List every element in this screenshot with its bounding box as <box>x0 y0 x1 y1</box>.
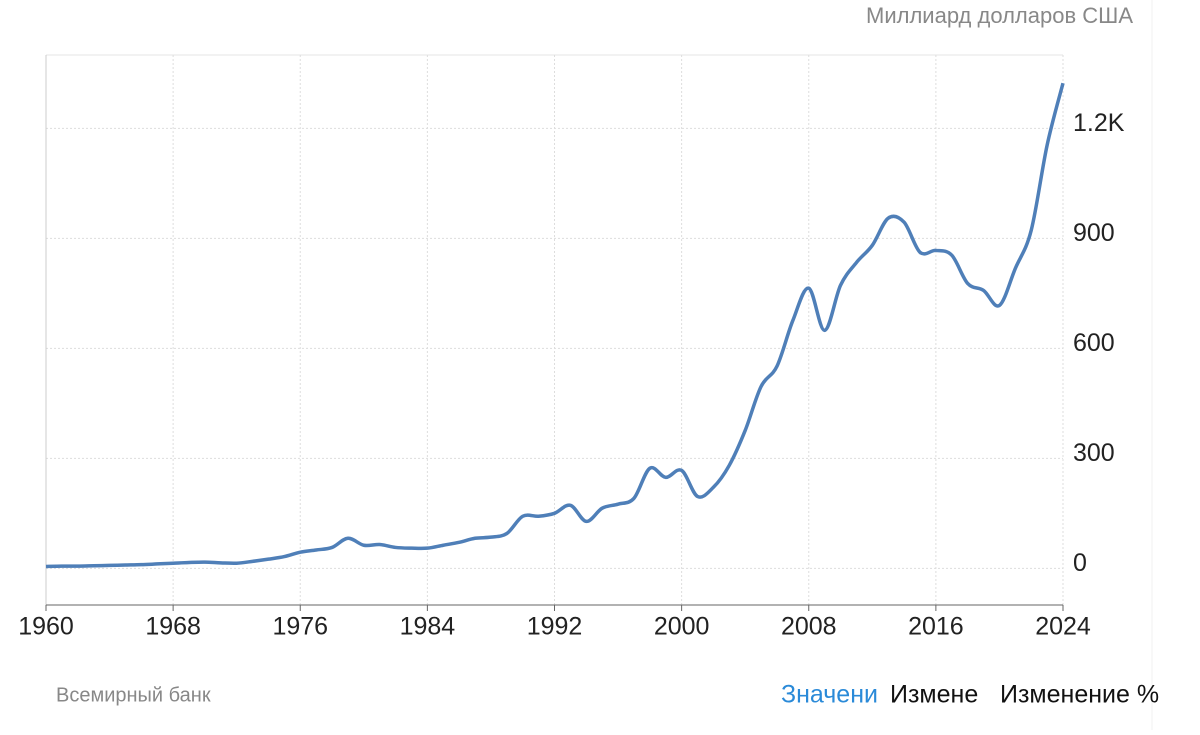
x-tick-label: 1976 <box>272 613 328 641</box>
x-tick-label: 1960 <box>18 613 74 641</box>
data-line <box>45 82 1065 569</box>
unit-label: Миллиард долларов США <box>866 3 1133 28</box>
x-tick-label: 1984 <box>400 613 456 641</box>
y-tick-label: 600 <box>1073 329 1115 357</box>
y-tick-label: 900 <box>1073 219 1115 247</box>
tab[interactable]: Значени <box>781 681 878 709</box>
x-tick-label: 1992 <box>527 613 583 641</box>
tab[interactable]: Изменение % <box>1000 681 1159 709</box>
tab[interactable]: Измене <box>890 681 978 709</box>
y-tick-label: 1.2K <box>1073 109 1125 137</box>
source: Всемирный банк <box>56 684 211 706</box>
x-tick-label: 2008 <box>781 613 837 641</box>
y-tick-label: 300 <box>1073 439 1115 467</box>
x-tick-label: 2024 <box>1035 613 1091 641</box>
y-tick-label: 0 <box>1073 549 1087 577</box>
x-tick-label: 2016 <box>908 613 964 641</box>
x-tick-label: 2000 <box>654 613 710 641</box>
x-tick-label: 1968 <box>145 613 201 641</box>
